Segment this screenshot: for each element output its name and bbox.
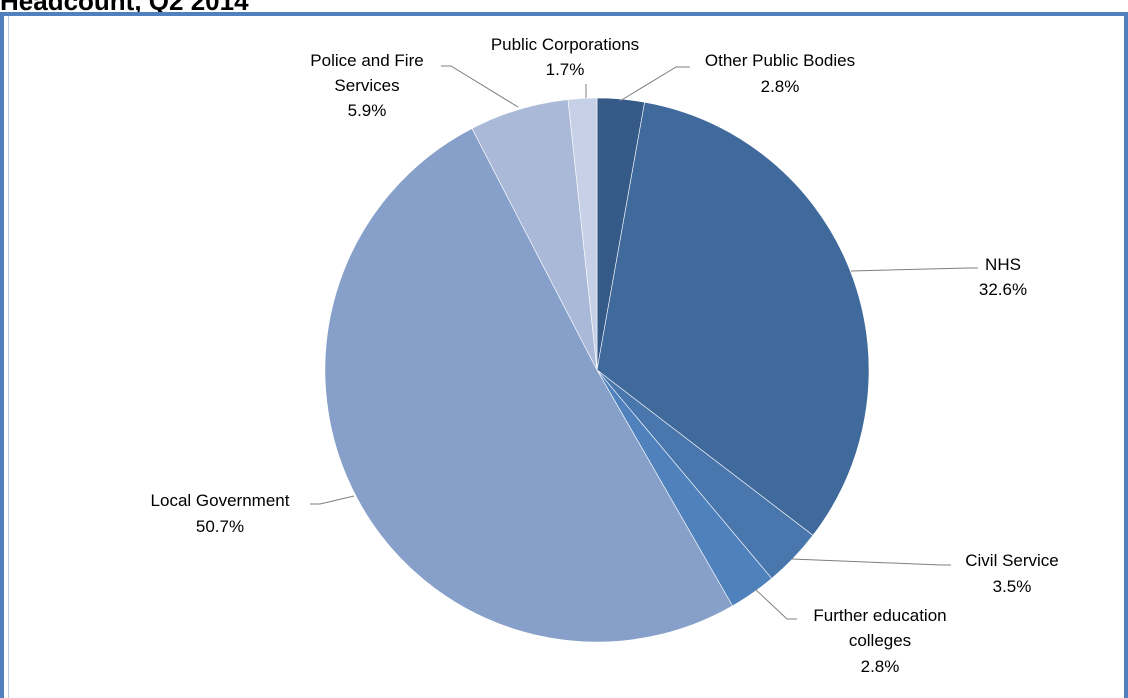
slice-category-label: NHS bbox=[985, 255, 1021, 274]
slice-value-label: 50.7% bbox=[196, 517, 244, 536]
slice-label-local-government: Local Government 50.7% bbox=[151, 491, 290, 536]
slice-value-label: 5.9% bbox=[348, 101, 387, 120]
slice-value-label: 2.8% bbox=[861, 657, 900, 676]
slice-value-label: 32.6% bbox=[979, 280, 1027, 299]
slice-category-label: colleges bbox=[849, 631, 911, 650]
leader-line-civil-service bbox=[791, 558, 951, 566]
slice-value-label: 1.7% bbox=[546, 60, 585, 79]
chart-frame bbox=[0, 12, 1128, 698]
slice-category-label: Police and Fire bbox=[310, 51, 423, 70]
leader-line-nhs bbox=[850, 267, 978, 272]
leader-lines bbox=[310, 65, 978, 620]
slice-category-label: Other Public Bodies bbox=[705, 51, 855, 70]
pie-slice-nhs bbox=[596, 101, 870, 536]
slice-category-label: Services bbox=[334, 76, 399, 95]
slice-category-label: Public Corporations bbox=[491, 35, 639, 54]
slice-category-label: Civil Service bbox=[965, 551, 1059, 570]
leader-line-local-government bbox=[310, 495, 355, 505]
pie-slice-local-government bbox=[324, 128, 733, 643]
slice-label-nhs: NHS 32.6% bbox=[979, 255, 1027, 299]
slice-category-label: Local Government bbox=[151, 491, 290, 510]
slice-label-civil-service: Civil Service 3.5% bbox=[965, 551, 1059, 596]
slice-value-label: 2.8% bbox=[761, 77, 800, 96]
frame-inner-line bbox=[8, 16, 9, 698]
slice-labels: Other Public Bodies 2.8% NHS 32.6% Civil Ser… bbox=[151, 35, 1059, 676]
slice-label-police-and-fire-services: Police and Fire Services 5.9% bbox=[310, 51, 423, 120]
slice-value-label: 3.5% bbox=[993, 577, 1032, 596]
leader-line-other-public-bodies bbox=[619, 66, 690, 102]
slice-category-label: Further education bbox=[813, 606, 946, 625]
slice-label-other-public-bodies: Other Public Bodies 2.8% bbox=[705, 51, 855, 96]
slice-label-further-education-colleges: Further education colleges 2.8% bbox=[813, 606, 946, 676]
slice-label-public-corporations: Public Corporations 1.7% bbox=[491, 35, 639, 79]
pie-slices bbox=[324, 97, 870, 643]
pie-slice-public-corporations bbox=[567, 97, 598, 371]
leader-line-further-education-colleges bbox=[754, 588, 797, 620]
leader-line-police-and-fire-services bbox=[441, 65, 519, 108]
